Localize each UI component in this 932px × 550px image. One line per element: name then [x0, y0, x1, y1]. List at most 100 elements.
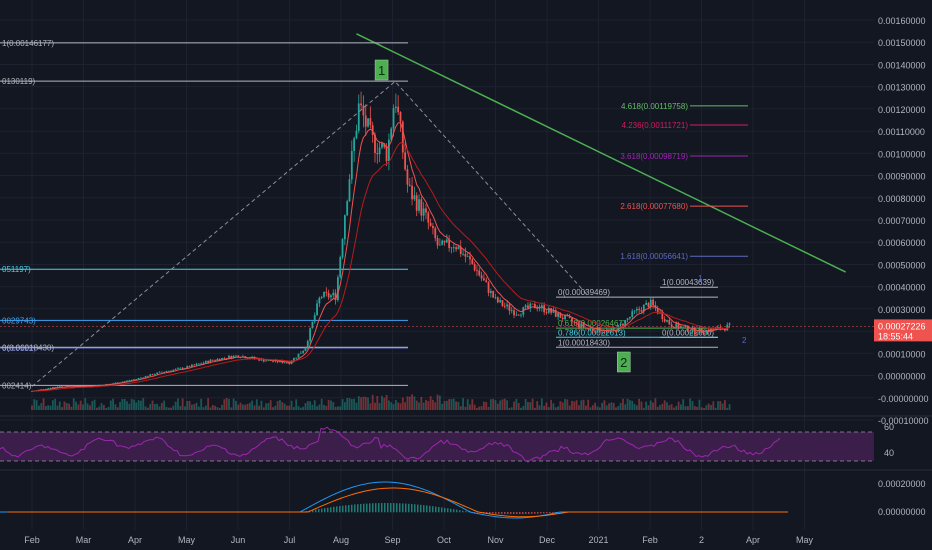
candle-body: [617, 325, 620, 333]
macd-histogram-bar: [543, 512, 545, 514]
candle-body: [130, 379, 133, 381]
volume-bar: [355, 402, 358, 410]
macd-histogram-bar: [354, 504, 356, 513]
macd-histogram-bar: [519, 512, 521, 515]
candle-body: [471, 259, 474, 265]
candle-body: [313, 315, 316, 322]
candle-body: [186, 366, 189, 369]
candle-body: [487, 282, 490, 293]
volume-bar: [47, 405, 50, 410]
volume-bar: [241, 404, 244, 410]
candle-body: [158, 371, 161, 373]
volume-bar: [415, 400, 418, 410]
candle-body: [459, 246, 462, 254]
candle-body: [397, 106, 400, 113]
candle-body: [195, 363, 198, 366]
candle-body: [31, 391, 33, 392]
candle-body: [260, 358, 263, 361]
candle-body: [279, 360, 281, 363]
candle-body: [146, 376, 149, 377]
volume-bar: [135, 402, 138, 410]
fib-anchor-path: [31, 80, 589, 387]
volume-bar: [369, 403, 372, 410]
candle-body: [492, 290, 495, 298]
volume-bar: [272, 407, 274, 410]
candle-body: [295, 357, 298, 359]
volume-bar: [689, 398, 692, 410]
candle-body: [450, 247, 453, 249]
macd-histogram-bar: [417, 504, 419, 513]
candle-body: [689, 331, 692, 333]
volume-bar: [214, 405, 216, 410]
y-tick-label: 0.00070000: [878, 216, 926, 226]
candle-body: [682, 326, 685, 328]
volume-bar: [438, 395, 441, 410]
volume-bar: [385, 394, 388, 410]
volume-bar: [126, 401, 128, 410]
candle-body: [371, 125, 374, 135]
macd-histogram-bar: [495, 512, 497, 514]
y-tick-label: 0.00080000: [878, 194, 926, 204]
volume-bar: [596, 406, 599, 410]
volume-bar: [591, 405, 594, 410]
volume-bar: [529, 402, 532, 410]
rsi-tick-label: 40: [884, 448, 894, 458]
volume-bar: [325, 405, 328, 410]
volume-bar: [146, 407, 149, 410]
macd-histogram-bar: [522, 512, 524, 515]
rsi-tick-label: 60: [884, 422, 894, 432]
candle-body: [392, 108, 395, 129]
volume-bar: [617, 405, 620, 410]
candle-body: [680, 326, 682, 329]
volume-bar: [163, 400, 165, 410]
volume-bar: [724, 400, 726, 410]
volume-bar: [109, 400, 112, 410]
volume-bar: [195, 402, 198, 410]
volume-bar: [93, 399, 96, 410]
candle-body: [408, 184, 411, 186]
candle-body: [438, 244, 441, 246]
candle-body: [297, 353, 300, 358]
volume-bar: [362, 396, 365, 410]
volume-bar: [624, 404, 627, 410]
volume-bar: [601, 402, 604, 410]
volume-bar: [441, 403, 444, 410]
volume-bar: [568, 405, 571, 410]
candle-body: [56, 386, 59, 388]
volume-bar: [367, 397, 369, 410]
volume-bar: [506, 400, 508, 410]
volume-bar: [290, 400, 293, 410]
candle-body: [485, 280, 488, 283]
candle-body: [432, 225, 434, 229]
candle-body: [214, 360, 216, 362]
candle-body: [420, 199, 423, 216]
volume-bar: [408, 396, 411, 410]
candle-body: [483, 278, 485, 281]
candle-body: [712, 328, 715, 330]
macd-histogram-bar: [465, 511, 467, 513]
volume-bar: [594, 402, 597, 410]
candle-body: [693, 327, 696, 334]
candle-body: [547, 308, 550, 313]
candle-body: [306, 341, 309, 348]
candle-body: [524, 305, 527, 308]
volume-bar: [508, 407, 511, 410]
volume-bar: [728, 404, 731, 410]
volume-bar: [612, 402, 615, 410]
candle-body: [126, 380, 128, 382]
volume-bar: [645, 401, 648, 410]
volume-bar: [186, 400, 189, 410]
volume-bar: [598, 407, 601, 410]
volume-bar: [364, 396, 367, 410]
candle-body: [160, 371, 163, 373]
volume-bar: [114, 404, 117, 410]
volume-bar: [501, 399, 504, 410]
volume-bar: [276, 401, 279, 410]
candle-body: [394, 106, 397, 109]
volume-bar: [223, 399, 226, 410]
macd-histogram-bar: [363, 503, 365, 513]
volume-bar: [638, 398, 641, 410]
candle-body: [557, 312, 559, 317]
volume-bar: [255, 399, 258, 410]
